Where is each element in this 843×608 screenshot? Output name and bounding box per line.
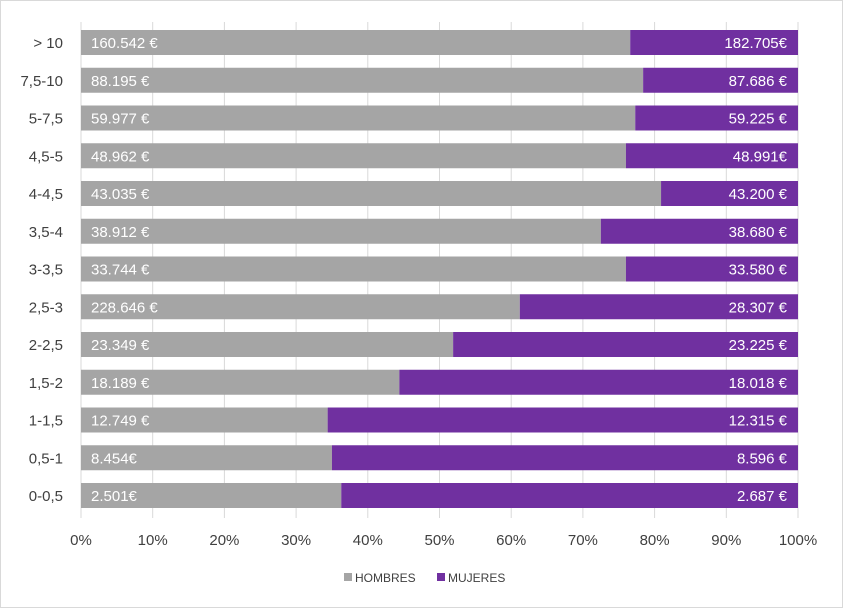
bar-mujeres [625, 143, 798, 169]
x-tick-label: 30% [281, 532, 311, 549]
data-label-mujeres: 18.018 € [729, 375, 788, 392]
bar-hombres [81, 181, 662, 206]
category-label: 7,5-10 [20, 73, 63, 90]
data-label-hombres: 59.977 € [91, 111, 150, 128]
bar-mujeres [453, 332, 798, 357]
data-label-mujeres: 43.200 € [729, 186, 788, 203]
x-tick-label: 70% [568, 532, 598, 549]
data-label-mujeres: 2.687 € [737, 488, 788, 505]
bar-hombres [81, 369, 400, 395]
data-label-hombres: 2.501€ [91, 488, 138, 505]
category-label: 3,5-4 [29, 224, 63, 241]
legend-label-hombres: HOMBRES [355, 571, 416, 585]
bar-mujeres [341, 483, 798, 508]
data-label-mujeres: 33.580 € [729, 262, 788, 279]
category-label: 2,5-3 [29, 299, 63, 316]
data-label-mujeres: 182.705€ [724, 35, 787, 52]
bar-mujeres [630, 30, 798, 55]
bar-mujeres [661, 181, 798, 206]
x-tick-label: 100% [779, 532, 817, 549]
bar-hombres [81, 332, 454, 357]
bar-mujeres [625, 256, 798, 282]
bar-mujeres [519, 294, 798, 320]
bar-mujeres [600, 218, 798, 244]
data-label-hombres: 43.035 € [91, 186, 150, 203]
x-tick-label: 80% [640, 532, 670, 549]
legend-label-mujeres: MUJERES [448, 571, 505, 585]
bar-mujeres [327, 407, 798, 433]
category-label: 4-4,5 [29, 186, 63, 203]
bar-hombres [81, 483, 342, 508]
data-label-hombres: 23.349 € [91, 337, 150, 354]
bar-hombres [81, 256, 626, 282]
data-label-mujeres: 23.225 € [729, 337, 788, 354]
category-label: 2-2,5 [29, 337, 63, 354]
data-label-mujeres: 48.991€ [733, 148, 788, 165]
bar-mujeres [635, 105, 798, 131]
x-tick-label: 40% [353, 532, 383, 549]
bar-mujeres [331, 445, 798, 471]
x-tick-label: 0% [70, 532, 92, 549]
data-label-hombres: 160.542 € [91, 35, 158, 52]
category-label: 1,5-2 [29, 375, 63, 392]
data-label-mujeres: 38.680 € [729, 224, 788, 241]
legend-swatch-mujeres [437, 573, 445, 581]
data-label-hombres: 228.646 € [91, 299, 158, 316]
data-label-hombres: 38.912 € [91, 224, 150, 241]
data-label-mujeres: 59.225 € [729, 111, 788, 128]
x-tick-label: 90% [711, 532, 741, 549]
bar-hombres [81, 445, 332, 471]
data-label-hombres: 8.454€ [91, 450, 138, 467]
bar-hombres [81, 143, 626, 169]
data-label-mujeres: 12.315 € [729, 413, 788, 430]
bar-hombres [81, 218, 601, 244]
x-tick-label: 10% [138, 532, 168, 549]
data-label-mujeres: 8.596 € [737, 450, 788, 467]
bar-hombres [81, 67, 644, 93]
bar-hombres [81, 407, 328, 433]
category-label: 3-3,5 [29, 262, 63, 279]
x-tick-label: 60% [496, 532, 526, 549]
category-label: 5-7,5 [29, 111, 63, 128]
category-label: > 10 [33, 35, 63, 52]
category-label: 1-1,5 [29, 413, 63, 430]
data-label-hombres: 18.189 € [91, 375, 150, 392]
bar-hombres [81, 294, 520, 320]
data-label-mujeres: 87.686 € [729, 73, 788, 90]
category-label: 0-0,5 [29, 488, 63, 505]
x-tick-label: 50% [424, 532, 454, 549]
bar-hombres [81, 30, 631, 55]
x-tick-label: 20% [209, 532, 239, 549]
category-label: 4,5-5 [29, 148, 63, 165]
data-label-hombres: 12.749 € [91, 413, 150, 430]
data-label-hombres: 88.195 € [91, 73, 150, 90]
bar-hombres [81, 105, 636, 131]
bar-mujeres [399, 369, 798, 395]
legend-swatch-hombres [344, 573, 352, 581]
data-label-hombres: 33.744 € [91, 262, 150, 279]
bar-mujeres [643, 67, 798, 93]
category-label: 0,5-1 [29, 450, 63, 467]
data-label-mujeres: 28.307 € [729, 299, 788, 316]
data-label-hombres: 48.962 € [91, 148, 150, 165]
